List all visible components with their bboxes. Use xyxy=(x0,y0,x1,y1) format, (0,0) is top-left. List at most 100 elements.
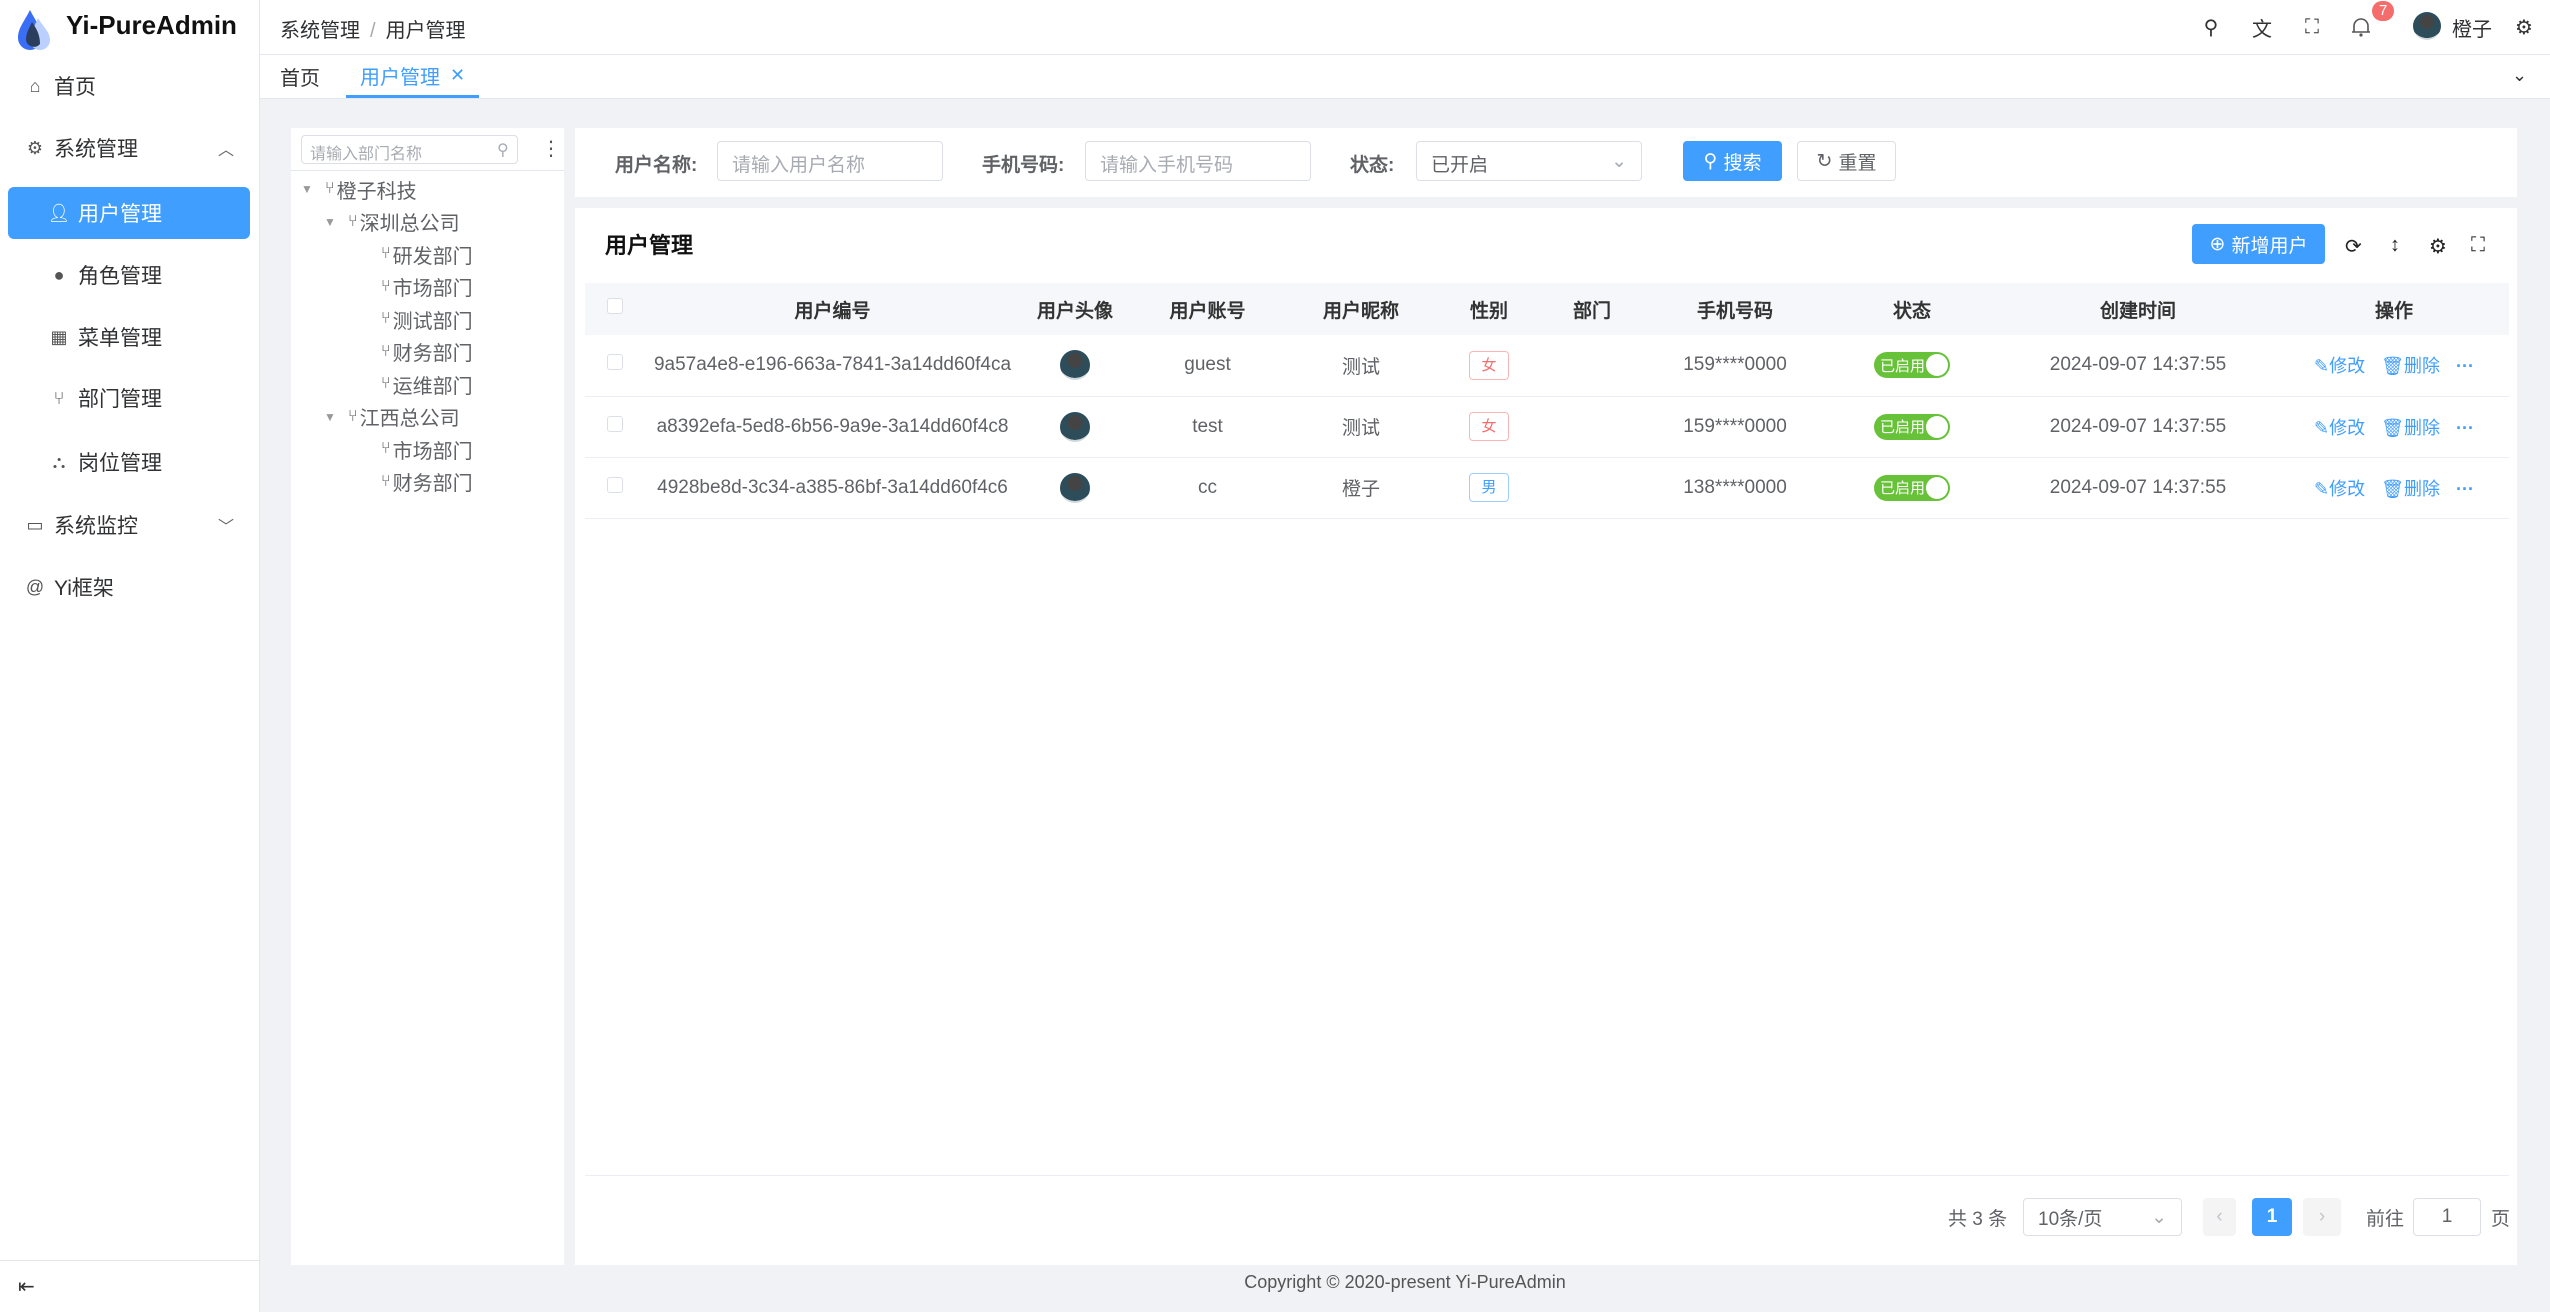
next-page-button[interactable]: › xyxy=(2303,1198,2341,1236)
tree-node-label: 财务部门 xyxy=(392,343,473,365)
table-row[interactable]: 4928be8d-3c34-a385-86bf-3a14dd60f4c6 cc … xyxy=(585,457,2509,519)
more-icon[interactable]: ··· xyxy=(2455,356,2474,377)
density-icon[interactable]: ↕ xyxy=(2390,234,2400,256)
created-time: 2024-09-07 14:37:55 xyxy=(1997,396,2279,458)
tree-node[interactable]: ⑂ 测试部门 xyxy=(347,303,473,335)
more-icon[interactable]: ··· xyxy=(2455,478,2474,499)
tree-node[interactable]: ▼ ⑂ 江西总公司 xyxy=(324,401,460,433)
add-user-button[interactable]: ⊕ 新增用户 xyxy=(2192,224,2325,264)
fullscreen-icon[interactable]: ⛶ xyxy=(2305,15,2319,38)
tree-node[interactable]: ⑂ 市场部门 xyxy=(347,433,473,465)
sidebar-item-home[interactable]: ⌂ 首页 xyxy=(8,60,250,112)
status-switch[interactable]: 已启用 xyxy=(1874,413,1950,440)
prev-page-button[interactable]: ‹ xyxy=(2203,1198,2236,1236)
tree-node-label: 橙子科技 xyxy=(336,180,417,203)
column-header: 用户编号 xyxy=(645,283,1020,335)
status-select[interactable]: 已开启 ⌄ xyxy=(1416,141,1642,181)
user-phone: 138****0000 xyxy=(1643,457,1827,519)
settings-gear-icon[interactable]: ⚙ xyxy=(2515,16,2533,39)
sidebar-item-monitor[interactable]: ▭ 系统监控 ﹀ xyxy=(8,499,250,551)
menu-icon: ▦ xyxy=(50,326,68,347)
column-header: 手机号码 xyxy=(1643,283,1827,335)
bell-icon[interactable] xyxy=(2346,12,2376,42)
sidebar-item-system[interactable]: ⚙ 系统管理 ︿ xyxy=(8,122,250,174)
page-1-button[interactable]: 1 xyxy=(2252,1198,2292,1236)
row-checkbox[interactable] xyxy=(607,354,623,371)
tab-home[interactable]: 首页 xyxy=(280,68,320,90)
bell-shape xyxy=(2352,18,2370,37)
caret-down-icon[interactable]: ▼ xyxy=(301,182,313,196)
table-header: 用户编号 用户头像 用户账号 用户昵称 性别 部门 手机号码 状态 创建时间 操… xyxy=(585,283,2509,335)
caret-down-icon[interactable]: ▼ xyxy=(324,214,336,229)
org-icon: ⛬ xyxy=(52,451,66,472)
delete-button[interactable]: 🗑︎删除 xyxy=(2381,417,2440,438)
user-account: guest xyxy=(1130,335,1285,397)
username-input[interactable]: 请输入用户名称 xyxy=(717,141,943,181)
sidebar-item-yi-framework[interactable]: @ Yi框架 xyxy=(25,576,114,601)
tree-node[interactable]: ⑂ 财务部门 xyxy=(347,336,473,368)
search-icon[interactable]: ⚲ xyxy=(2203,16,2219,39)
tree-node[interactable]: ⑂ 市场部门 xyxy=(347,271,473,303)
gear-icon: ⚙ xyxy=(26,137,44,158)
goto-page-input[interactable]: 1 xyxy=(2413,1198,2481,1236)
phone-input[interactable]: 请输入手机号码 xyxy=(1085,141,1311,181)
column-header: 性别 xyxy=(1437,283,1541,335)
user-avatar[interactable] xyxy=(2413,12,2441,40)
tree-node[interactable]: ⑂ 运维部门 xyxy=(347,368,473,400)
translate-icon[interactable]: 文 xyxy=(2252,18,2272,41)
edit-icon: ✎ xyxy=(2314,417,2330,438)
collapse-sidebar-icon[interactable]: ⇤ xyxy=(18,1276,35,1298)
more-vertical-icon[interactable]: ⋮ xyxy=(541,138,561,160)
user-nickname: 测试 xyxy=(1285,335,1437,397)
user-account: test xyxy=(1130,396,1285,458)
table-row[interactable]: a8392efa-5ed8-6b56-9a9e-3a14dd60f4c8 tes… xyxy=(585,396,2509,458)
column-settings-icon[interactable]: ⚙ xyxy=(2429,236,2447,258)
table-row[interactable]: 9a57a4e8-e196-663a-7841-3a14dd60f4ca gue… xyxy=(585,335,2509,397)
created-time: 2024-09-07 14:37:55 xyxy=(1997,457,2279,519)
edit-button[interactable]: ✎修改 xyxy=(2314,356,2366,377)
department-search-input[interactable]: 请输入部门名称 xyxy=(301,135,518,164)
sidebar-item-menus[interactable]: ▦ 菜单管理 xyxy=(8,311,250,363)
user-phone: 159****0000 xyxy=(1643,396,1827,458)
goto-label: 前往 xyxy=(2366,1208,2405,1230)
edit-button[interactable]: ✎修改 xyxy=(2314,417,2366,438)
close-icon[interactable]: ✕ xyxy=(450,64,466,85)
edit-button[interactable]: ✎修改 xyxy=(2314,478,2366,499)
breadcrumb-item[interactable]: 系统管理 xyxy=(280,20,360,42)
delete-button[interactable]: 🗑︎删除 xyxy=(2381,356,2440,377)
search-button[interactable]: ⚲ 搜索 xyxy=(1683,141,1782,181)
branch-icon: ⑂ xyxy=(381,375,391,392)
status-switch[interactable]: 已启用 xyxy=(1874,474,1950,501)
tree-node-label: 市场部门 xyxy=(392,278,473,300)
created-time: 2024-09-07 14:37:55 xyxy=(1997,335,2279,397)
branch-icon: ⑂ xyxy=(325,180,335,197)
branch-icon: ⑂ xyxy=(381,310,391,327)
reset-button[interactable]: ↻ 重置 xyxy=(1797,141,1896,181)
refresh-icon: ↻ xyxy=(1816,150,1833,172)
delete-button[interactable]: 🗑︎删除 xyxy=(2381,478,2440,499)
select-all-checkbox[interactable] xyxy=(607,298,623,314)
row-checkbox[interactable] xyxy=(607,415,623,432)
caret-down-icon[interactable]: ▼ xyxy=(324,409,336,424)
tree-node[interactable]: ⑂ 研发部门 xyxy=(347,238,473,270)
username[interactable]: 橙子 xyxy=(2452,19,2492,41)
row-checkbox[interactable] xyxy=(607,476,623,493)
tree-node[interactable]: ▼ ⑂ 橙子科技 xyxy=(301,173,417,205)
chevron-down-icon[interactable]: ⌄ xyxy=(2512,65,2528,85)
sidebar-item-roles[interactable]: ● 角色管理 xyxy=(8,249,250,301)
more-icon[interactable]: ··· xyxy=(2455,417,2474,438)
sidebar-item-users[interactable]: 👤︎ 用户管理 xyxy=(8,187,250,239)
sidebar-item-posts[interactable]: ⛬ 岗位管理 xyxy=(8,436,250,488)
tab-bar: 首页 用户管理 ✕ ⌄ xyxy=(260,55,2550,99)
tab-user-management[interactable]: 用户管理 ✕ xyxy=(346,55,480,98)
status-switch[interactable]: 已启用 xyxy=(1874,352,1950,379)
role-icon: ● xyxy=(53,264,65,285)
fullscreen-icon[interactable]: ⛶ xyxy=(2471,234,2485,256)
refresh-icon[interactable]: ⟳ xyxy=(2345,236,2362,258)
monitor-icon: ▭ xyxy=(26,514,44,535)
table-title: 用户管理 xyxy=(605,233,694,258)
tree-node[interactable]: ▼ ⑂ 深圳总公司 xyxy=(324,206,460,238)
tree-node[interactable]: ⑂ 财务部门 xyxy=(347,466,473,498)
sidebar-item-departments[interactable]: ⑂ 部门管理 xyxy=(8,372,250,424)
page-size-select[interactable]: 10条/页 ⌄ xyxy=(2023,1198,2182,1236)
